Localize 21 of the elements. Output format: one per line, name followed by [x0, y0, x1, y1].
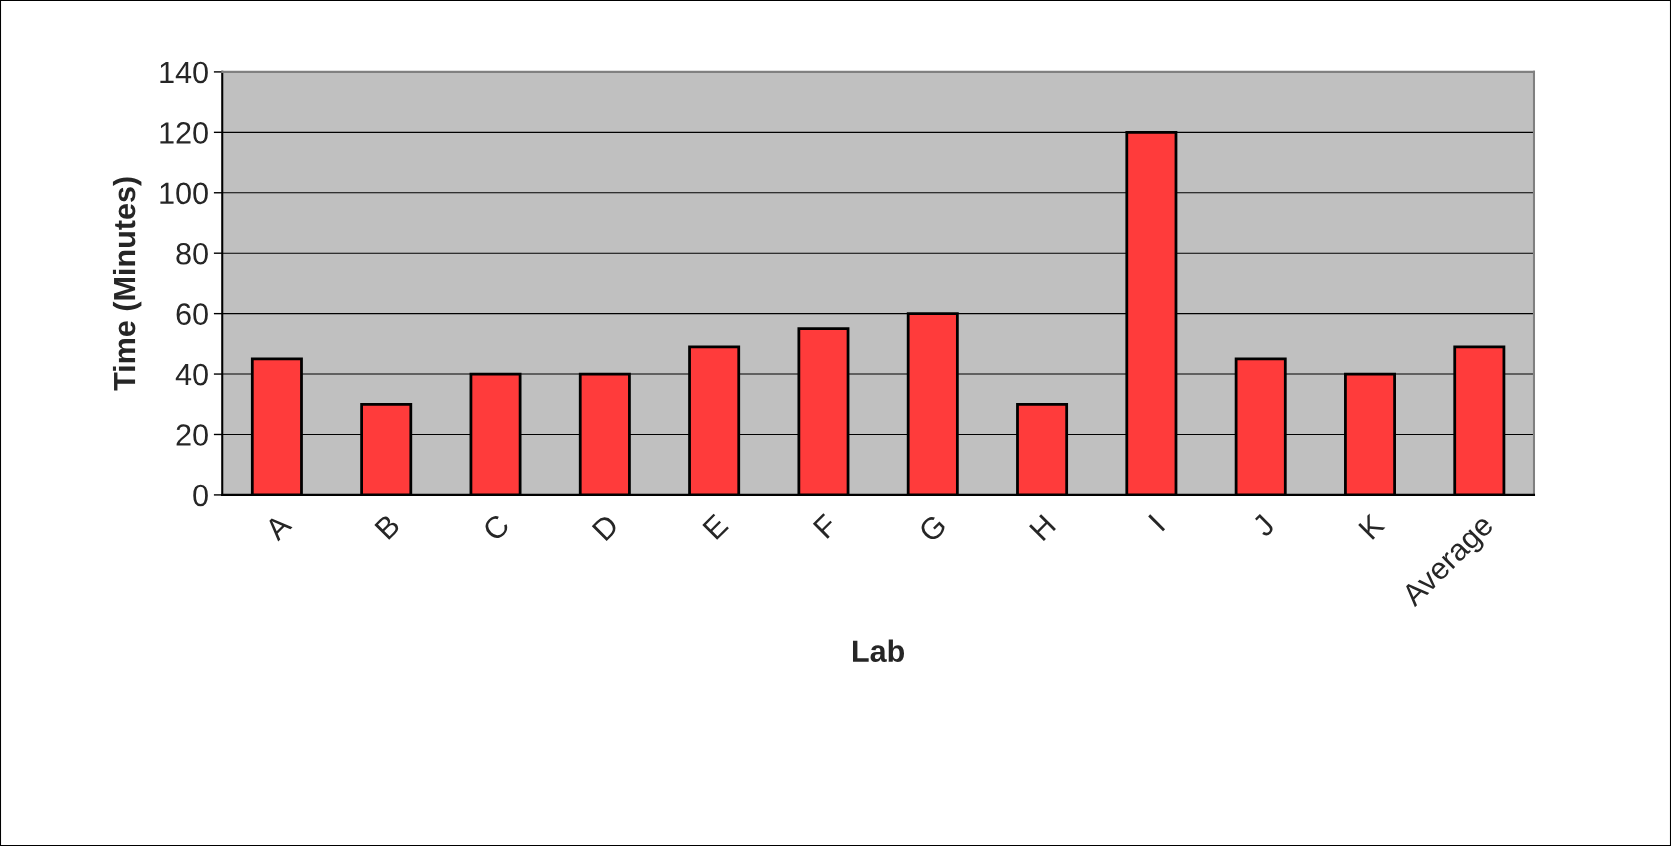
y-tick-label: 40: [175, 363, 208, 386]
x-tick-label: E: [702, 513, 729, 540]
y-axis-title: Time (Minutes): [112, 177, 142, 391]
x-tick-label: A: [263, 512, 293, 542]
x-tick-label: J: [1251, 513, 1275, 538]
y-tick-label: 120: [160, 122, 208, 144]
y-tick-label: 60: [176, 303, 208, 325]
x-tick-label: D: [591, 513, 620, 542]
y-tick-label: 140: [160, 61, 208, 84]
x-tick-label: C: [481, 512, 511, 542]
x-tick-label: B: [374, 513, 401, 540]
y-tick-label: 80: [176, 242, 208, 265]
x-tick-label: H: [1029, 514, 1056, 542]
y-tick-label: 100: [160, 182, 208, 205]
x-tick-label: I: [1148, 514, 1166, 532]
x-axis-title: Lab: [853, 639, 905, 663]
y-tick-label: 0: [193, 484, 208, 507]
x-tick-label: G: [917, 513, 948, 544]
x-tick-label: K: [1358, 512, 1386, 540]
y-tick-label: 20: [176, 424, 208, 446]
x-tick-label: F: [812, 513, 839, 539]
